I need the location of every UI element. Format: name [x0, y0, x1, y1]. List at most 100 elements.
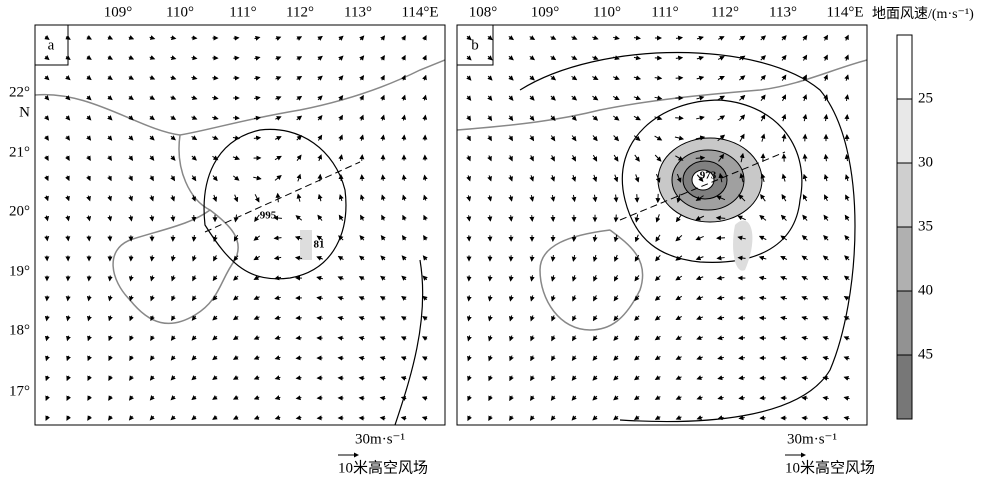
wind-arrow: [825, 175, 827, 181]
wind-arrow: [254, 256, 259, 259]
wind-arrow: [593, 416, 597, 420]
wind-arrow: [552, 376, 555, 380]
legend-label: 10米高空风场: [785, 459, 875, 476]
wind-arrow: [47, 316, 48, 321]
wind-arrow: [171, 97, 176, 99]
wind-arrow: [213, 176, 217, 181]
wind-arrow: [655, 155, 661, 161]
wind-arrow: [381, 236, 384, 240]
wind-arrow: [130, 396, 133, 400]
wind-arrow: [108, 57, 112, 59]
wind-arrow: [846, 95, 847, 101]
wind-arrow: [468, 376, 470, 381]
wind-arrow: [46, 196, 48, 201]
wind-arrow: [360, 36, 363, 40]
wind-arrow: [656, 235, 660, 241]
wind-arrow: [593, 135, 597, 140]
wind-arrow: [45, 57, 49, 60]
wind-arrow: [194, 215, 195, 221]
colorbar-tick-label: 45: [918, 346, 933, 362]
wind-arrow: [572, 356, 575, 360]
wind-arrow: [614, 336, 618, 340]
wind-arrow: [552, 195, 553, 201]
wind-arrow: [47, 236, 48, 241]
wind-arrow: [802, 337, 808, 338]
wind-arrow: [339, 215, 342, 220]
wind-arrow: [634, 77, 640, 79]
wind-arrow: [46, 376, 48, 380]
wind-arrow: [531, 275, 532, 281]
wind-arrow: [697, 277, 703, 280]
wind-arrow: [468, 175, 470, 180]
wind-arrow: [573, 295, 575, 300]
wind-arrow: [510, 336, 512, 341]
wind-arrow: [46, 396, 48, 400]
wind-arrow: [761, 195, 766, 201]
wind-arrow: [467, 56, 471, 60]
wind-arrow: [150, 97, 154, 100]
wind-arrow: [844, 417, 849, 418]
wind-arrow: [192, 356, 196, 360]
wind-arrow: [614, 376, 618, 380]
wind-arrow: [233, 157, 239, 159]
wind-arrow: [676, 337, 681, 340]
wind-arrow: [213, 276, 216, 281]
wind-arrow: [676, 357, 681, 360]
wind-arrow: [151, 195, 153, 200]
wind-arrow: [696, 236, 703, 239]
wind-arrow: [594, 275, 596, 281]
wind-arrow: [614, 136, 619, 141]
wind-arrow: [172, 275, 174, 280]
wind-arrow: [635, 155, 639, 161]
wind-arrow: [656, 377, 661, 380]
wind-arrow: [150, 376, 153, 380]
colorbar-segment: [897, 163, 912, 227]
wind-arrow: [573, 155, 576, 161]
wind-arrow: [278, 194, 279, 203]
wind-arrow: [192, 156, 196, 160]
wind-arrow: [402, 377, 407, 379]
wind-arrow: [108, 37, 112, 39]
wind-arrow: [319, 155, 321, 161]
wind-arrow: [593, 396, 597, 400]
wind-arrow: [88, 316, 89, 321]
wind-arrow: [489, 175, 491, 180]
wind-arrow: [339, 56, 343, 60]
wind-arrow: [381, 276, 385, 279]
wind-arrow: [403, 56, 405, 60]
wind-arrow: [509, 56, 513, 59]
lon-tick-label: 111°: [651, 4, 678, 20]
wind-arrow: [488, 96, 491, 100]
wind-arrow: [318, 116, 322, 120]
wind-arrow: [152, 255, 153, 260]
wind-arrow: [339, 36, 343, 39]
wind-arrow: [552, 356, 555, 361]
wind-arrow: [509, 36, 513, 39]
wind-arrow: [150, 416, 153, 419]
wind-arrow: [509, 96, 513, 100]
wind-arrow: [676, 38, 682, 39]
wind-arrow: [88, 396, 90, 400]
wind-arrow: [656, 336, 661, 339]
wind-arrow: [823, 297, 828, 300]
wind-arrow: [297, 96, 302, 99]
wind-arrow: [254, 57, 259, 58]
wind-arrow: [234, 337, 238, 340]
wind-arrow: [468, 136, 471, 141]
wind-arrow: [108, 77, 112, 80]
pressure-contour: [520, 53, 855, 422]
wind-arrow: [424, 56, 426, 60]
wind-arrow: [532, 215, 533, 221]
wind-arrow: [592, 77, 597, 80]
wind-arrow: [192, 417, 196, 420]
wind-arrow: [254, 97, 260, 98]
wind-arrow: [425, 175, 426, 180]
wind-arrow: [110, 276, 111, 281]
wind-arrow: [233, 176, 238, 180]
wind-arrow: [531, 175, 533, 181]
wind-arrow: [740, 115, 745, 121]
wind-arrow: [802, 398, 807, 399]
wind-arrow: [109, 296, 110, 301]
wind-arrow: [676, 316, 681, 319]
lon-tick-label: 112°: [711, 4, 739, 20]
